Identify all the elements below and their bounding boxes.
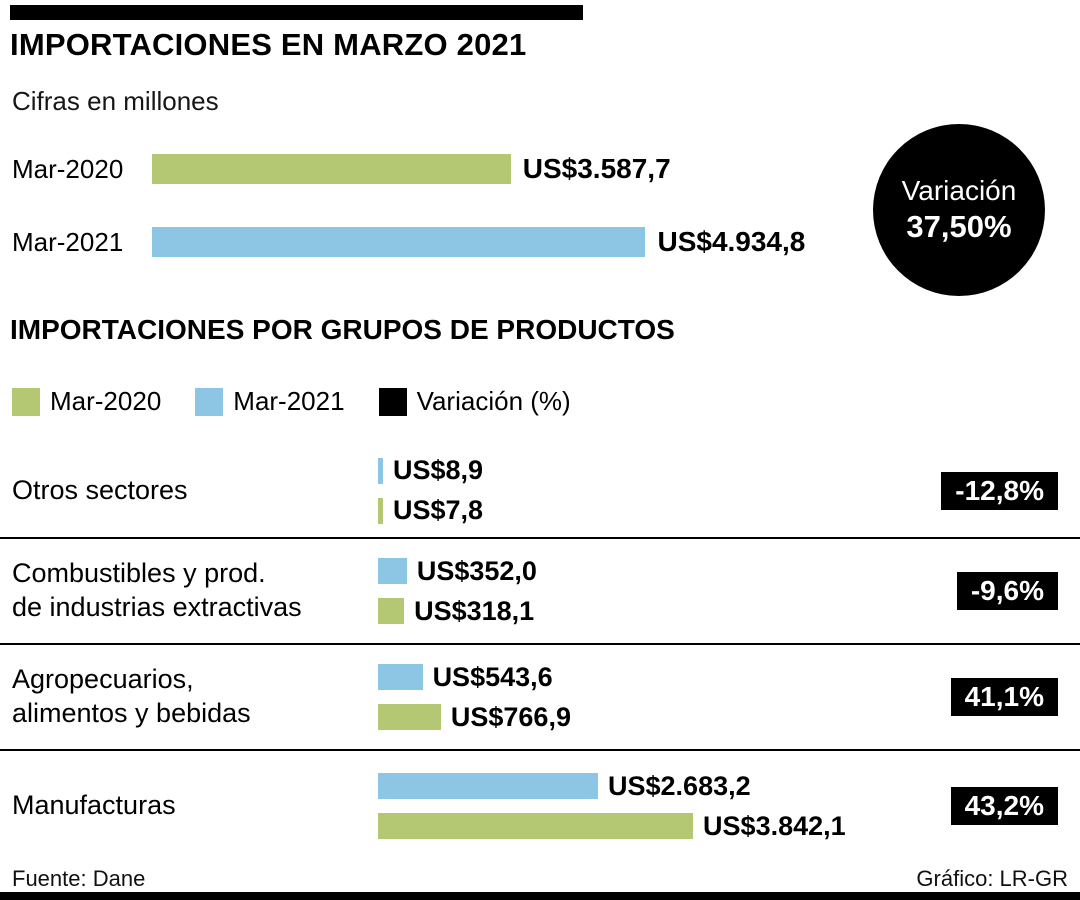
group-bars: US$8,9 US$7,8 [378,455,908,526]
summary-bar-label: Mar-2020 [12,153,124,184]
group-bar-line-bottom: US$3.842,1 [378,811,908,842]
group-bar-bottom [378,813,694,839]
summary-bar-value: US$4.934,8 [657,226,806,257]
summary-row-mar-2021: Mar-2021 US$4.934,8 [12,226,805,258]
group-bar-bottom [378,497,383,524]
legend-item-variacion: Variación (%) [378,386,571,417]
group-bars: US$2.683,2 US$3.842,1 [378,771,908,842]
group-bar-bottom [378,598,405,624]
footer: Fuente: Dane Gráfico: LR-GR [12,866,1068,892]
variation-badge: 43,2% [950,787,1058,825]
variation-value: 37,50% [906,209,1012,245]
group-bar-value: US$8,9 [393,455,484,485]
variation-badge-column: 43,2% [908,787,1080,825]
group-bar-value: US$543,6 [432,661,553,692]
group-bars: US$352,0 US$318,1 [378,556,908,627]
page-title: IMPORTACIONES EN MARZO 2021 [10,27,527,62]
group-row-manufacturas: Manufacturas US$2.683,2 US$3.842,1 43,2% [0,751,1080,861]
legend-label: Variación (%) [416,386,571,416]
variation-badge-column: -9,6% [908,572,1080,610]
summary-row-mar-2020: Mar-2020 US$3.587,7 [12,153,671,185]
group-bar-line-top: US$352,0 [378,556,908,587]
group-bar-top [378,773,599,799]
group-bar-value: US$7,8 [393,495,484,525]
group-bars: US$543,6 US$766,9 [378,662,908,733]
top-accent-bar [10,5,583,20]
summary-bar-mar-2021 [152,227,646,257]
summary-bar-value: US$3.587,7 [522,153,671,184]
legend-label: Mar-2021 [233,386,345,416]
summary-bar-mar-2020 [152,154,511,184]
variation-badge-column: -12,8% [908,471,1080,510]
legend: Mar-2020 Mar-2021 Variación (%) [12,386,571,417]
variation-circle-badge: Variación 37,50% [873,124,1045,296]
group-bar-value: US$352,0 [416,555,537,586]
source-credit: Fuente: Dane [12,866,146,891]
graphic-credit: Gráfico: LR-GR [916,866,1068,891]
legend-item-mar-2020: Mar-2020 [12,386,161,417]
group-bar-line-bottom: US$7,8 [378,495,908,526]
bottom-accent-bar [0,892,1080,900]
legend-label: Mar-2020 [50,386,162,416]
group-bar-value: US$318,1 [414,595,535,626]
variation-badge: -9,6% [956,572,1058,610]
page-subtitle: Cifras en millones [12,86,219,116]
group-label-line: Manufacturas [12,790,176,821]
group-label-line: Combustibles y prod. [12,558,266,589]
group-row-otros-sectores: Otros sectores US$8,9 US$7,8 -12,8% [0,444,1080,539]
summary-bar-label: Mar-2021 [12,226,124,257]
group-row-combustibles: Combustibles y prod. de industrias extra… [0,539,1080,645]
group-label-line: Agropecuarios, [12,664,194,695]
group-label: Manufacturas [0,789,378,823]
group-label: Otros sectores [0,474,378,508]
group-bar-line-bottom: US$318,1 [378,596,908,627]
group-bar-value: US$3.842,1 [703,810,846,841]
variation-badge-column: 41,1% [908,678,1080,716]
variation-label: Variación [901,175,1017,207]
group-bar-top [378,558,407,584]
legend-item-mar-2021: Mar-2021 [195,386,345,417]
group-bar-value: US$766,9 [450,701,571,732]
variation-badge: 41,1% [950,678,1058,716]
group-bar-line-top: US$8,9 [378,455,908,486]
legend-swatch-blue [195,387,224,416]
group-row-agropecuarios: Agropecuarios, alimentos y bebidas US$54… [0,645,1080,751]
group-bar-top [378,664,423,690]
group-bar-line-bottom: US$766,9 [378,702,908,733]
group-bar-bottom [378,704,441,730]
group-label-line: de industrias extractivas [12,592,302,622]
group-label: Agropecuarios, alimentos y bebidas [0,663,378,731]
legend-swatch-black [378,387,407,416]
group-bar-line-top: US$2.683,2 [378,771,908,802]
legend-swatch-green [12,387,40,416]
section-title: IMPORTACIONES POR GRUPOS DE PRODUCTOS [10,314,675,345]
group-label-line: Otros sectores [12,474,188,505]
variation-badge: -12,8% [941,471,1058,510]
group-bar-line-top: US$543,6 [378,662,908,693]
group-bar-top [378,457,383,484]
group-label-line: alimentos y bebidas [12,698,251,728]
group-bar-value: US$2.683,2 [608,770,751,801]
group-rows: Otros sectores US$8,9 US$7,8 -12,8% Comb… [0,444,1080,861]
group-label: Combustibles y prod. de industrias extra… [0,557,378,625]
